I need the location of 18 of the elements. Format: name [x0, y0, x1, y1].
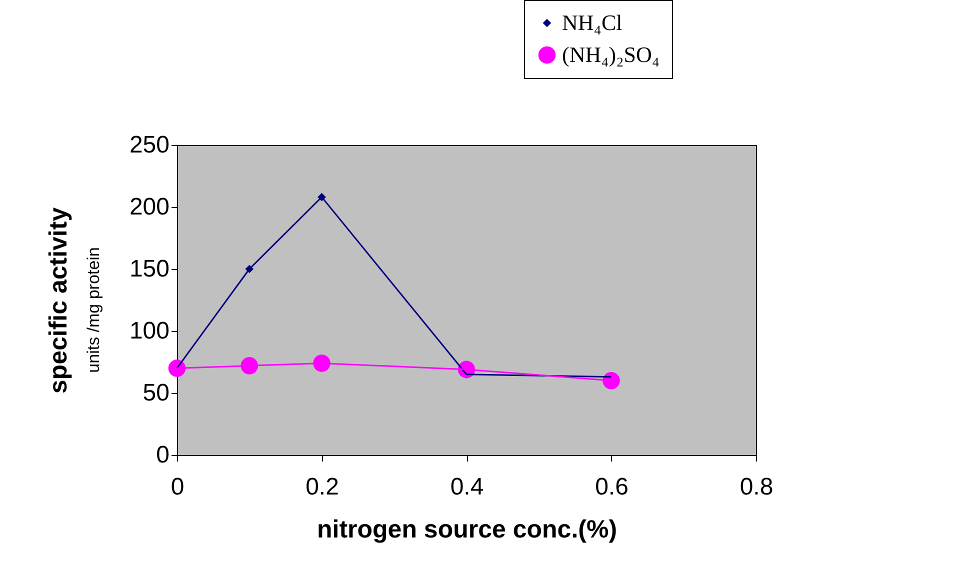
- point: [602, 372, 620, 390]
- point: [313, 354, 330, 372]
- x-tick-label: 0.2: [306, 474, 339, 500]
- text: units /mg protein: [84, 247, 103, 373]
- x-axis-title: nitrogen source conc.(%): [316, 516, 618, 544]
- legend-label: NH₄Cl: [562, 10, 622, 35]
- y-tick-label: 250: [129, 132, 170, 158]
- x-tick-label: 0.4: [450, 474, 484, 500]
- point: [168, 360, 186, 377]
- y-tick-label: 0: [156, 442, 170, 468]
- y-tick-label: 200: [129, 194, 170, 220]
- legend-label: (NH₄)₂SO₄: [562, 42, 660, 67]
- x-tick-label: 0.6: [595, 474, 628, 500]
- x-tick-label: 0.8: [740, 474, 774, 500]
- y-tick-label: 150: [129, 256, 170, 282]
- y-tick-label: 100: [129, 318, 170, 344]
- y-axis-title: specific activity: [44, 207, 72, 394]
- y-tick-label: 50: [142, 380, 170, 406]
